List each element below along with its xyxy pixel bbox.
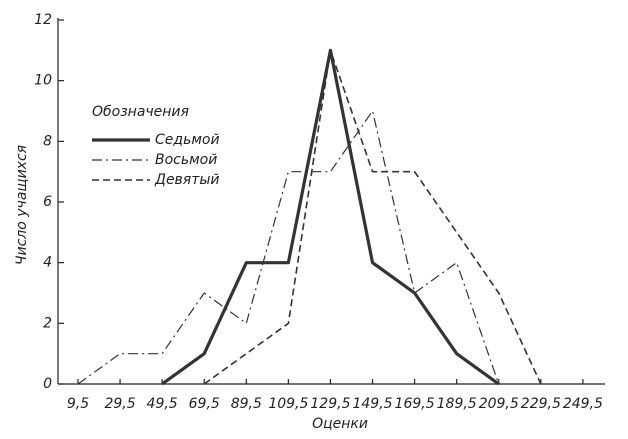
y-tick-label: 12 xyxy=(34,12,52,28)
x-tick-label: 169,5 xyxy=(395,396,435,412)
series-line xyxy=(203,49,542,385)
x-tick-label: 129,5 xyxy=(310,396,350,412)
x-tick-label: 9,5 xyxy=(67,396,89,412)
y-tick-label: 0 xyxy=(43,376,52,392)
series-line xyxy=(77,110,500,385)
y-tick-label: 8 xyxy=(43,133,52,149)
y-axis-label: Число учащихся xyxy=(14,145,30,265)
x-tick-label: 69,5 xyxy=(189,396,220,412)
x-tick-label: 49,5 xyxy=(147,396,178,412)
x-tick-label: 209,5 xyxy=(479,396,519,412)
x-tick-label: 229,5 xyxy=(521,396,561,412)
x-tick-label: 149,5 xyxy=(352,396,392,412)
y-tick-label: 2 xyxy=(43,315,52,331)
x-tick-label: 189,5 xyxy=(437,396,477,412)
legend-label: Восьмой xyxy=(155,152,217,168)
x-tick-label: 29,5 xyxy=(104,396,135,412)
x-tick-label: 249,5 xyxy=(563,396,603,412)
x-tick-label: 109,5 xyxy=(268,396,308,412)
y-tick-label: 10 xyxy=(34,73,52,89)
y-tick-label: 6 xyxy=(43,194,52,210)
legend-label: Девятый xyxy=(154,172,220,188)
x-tick-label: 89,5 xyxy=(231,396,262,412)
x-axis-label: Оценки xyxy=(312,416,368,432)
y-tick-label: 4 xyxy=(43,255,52,271)
legend-label: Седьмой xyxy=(155,132,220,148)
legend-title: Обозначения xyxy=(92,104,189,120)
series-line xyxy=(161,48,500,386)
